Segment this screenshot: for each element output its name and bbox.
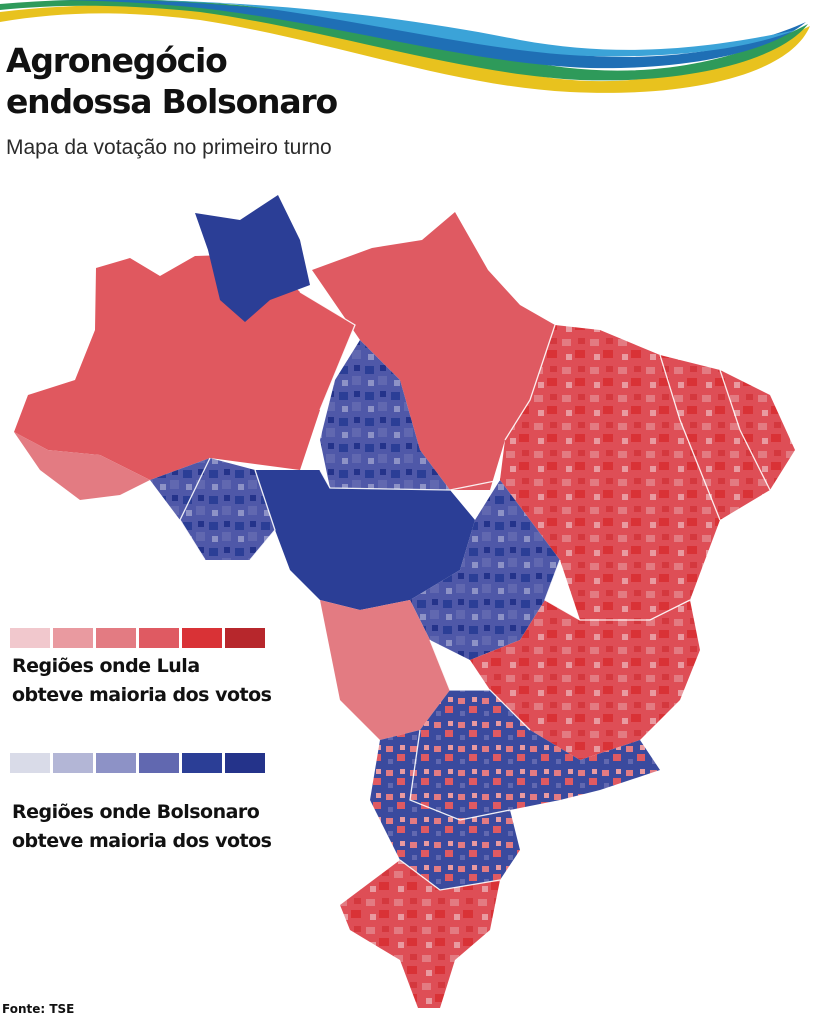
lula-legend-label: Regiões onde Lula obteve maioria dos vot… xyxy=(12,652,272,710)
lula-legend-line-1: Regiões onde Lula xyxy=(12,655,200,677)
title-line-2: endossa Bolsonaro xyxy=(6,82,338,121)
lula-scale-step-4 xyxy=(139,628,179,648)
lula-legend-line-2: obteve maioria dos votos xyxy=(12,684,272,706)
page-title: Agronegócio endossa Bolsonaro xyxy=(6,40,338,122)
region-nordeste xyxy=(500,325,795,620)
region-para-west xyxy=(320,340,450,490)
region-sul xyxy=(370,730,520,890)
region-amazonas xyxy=(14,254,355,480)
bolsonaro-color-scale xyxy=(10,753,265,773)
source-credit: Fonte: TSE xyxy=(2,1002,75,1016)
bolsonaro-scale-step-6 xyxy=(225,753,265,773)
lula-scale-step-3 xyxy=(96,628,136,648)
lula-color-scale xyxy=(10,628,265,648)
lula-scale-step-2 xyxy=(53,628,93,648)
region-para-east xyxy=(312,212,555,490)
bolsonaro-scale-step-1 xyxy=(10,753,50,773)
region-sudeste xyxy=(410,690,660,820)
bolsonaro-scale-step-4 xyxy=(139,753,179,773)
swoosh-light-blue-band xyxy=(150,0,796,57)
bolsonaro-legend-label: Regiões onde Bolsonaro obteve maioria do… xyxy=(12,798,272,856)
bolsonaro-scale-step-3 xyxy=(96,753,136,773)
lula-scale-step-1 xyxy=(10,628,50,648)
region-goias xyxy=(410,480,560,660)
region-ms xyxy=(320,600,450,740)
bolsonaro-scale-step-2 xyxy=(53,753,93,773)
page-subtitle: Mapa da votação no primeiro turno xyxy=(6,136,332,159)
lula-scale-step-6 xyxy=(225,628,265,648)
bolsonaro-scale-step-5 xyxy=(182,753,222,773)
decorative-swoosh xyxy=(0,0,810,93)
region-minas xyxy=(470,600,700,760)
region-mato-grosso xyxy=(255,470,475,610)
bolsonaro-legend-line-2: obteve maioria dos votos xyxy=(12,830,272,852)
bolsonaro-legend-line-1: Regiões onde Bolsonaro xyxy=(12,801,260,823)
lula-scale-step-5 xyxy=(182,628,222,648)
title-line-1: Agronegócio xyxy=(6,41,228,80)
brazil-vote-map xyxy=(14,195,795,1008)
region-rondonia xyxy=(150,458,275,560)
region-roraima xyxy=(195,195,310,322)
region-rio-grande-do-sul xyxy=(340,860,500,1008)
region-acre xyxy=(14,432,150,500)
state-borders xyxy=(179,291,771,891)
